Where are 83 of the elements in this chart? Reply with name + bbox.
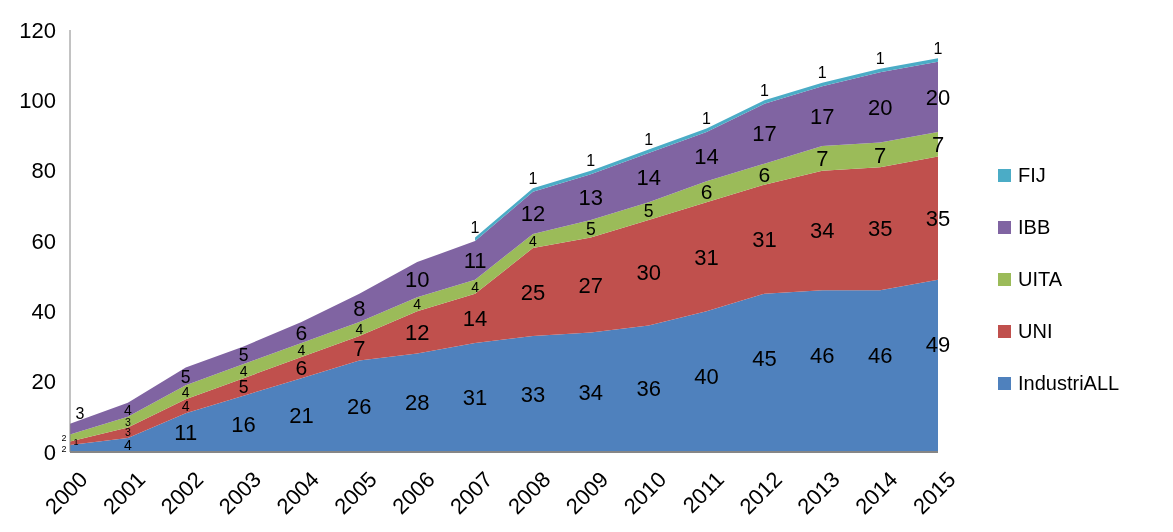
data-label: 3: [124, 415, 131, 428]
data-label: 11: [463, 248, 487, 274]
y-tick-label: 20: [31, 369, 56, 395]
data-label: 1: [73, 437, 79, 448]
legend-label: IBB: [1018, 216, 1051, 238]
data-label: 46: [810, 342, 835, 368]
data-label: 1: [586, 152, 596, 170]
data-label: 4: [239, 363, 248, 380]
legend-label: FIJ: [1018, 164, 1046, 186]
data-label: 8: [353, 295, 366, 321]
data-label: 1: [470, 219, 480, 237]
data-label: 4: [355, 320, 364, 337]
data-label: 34: [810, 218, 835, 244]
data-label: 4: [181, 384, 190, 401]
data-label: 13: [578, 184, 604, 210]
data-label: 7: [353, 335, 366, 361]
data-label: 35: [867, 216, 893, 242]
data-label: 6: [295, 320, 308, 344]
data-label: 5: [238, 377, 249, 398]
data-label: 2: [61, 433, 67, 444]
data-label: 4: [123, 436, 132, 453]
data-label: 1: [759, 81, 769, 99]
y-tick-label: 120: [19, 17, 56, 43]
data-label: 31: [752, 226, 777, 252]
data-label: 1: [933, 39, 943, 57]
y-tick-label: 80: [31, 158, 56, 184]
data-label: 2: [61, 443, 67, 454]
data-label: 12: [404, 320, 430, 346]
data-label: 6: [295, 355, 308, 379]
data-label: 7: [931, 131, 945, 157]
data-label: 5: [585, 218, 596, 239]
data-label: 46: [867, 342, 893, 368]
legend-label: UITA: [1018, 268, 1063, 290]
data-label: 36: [636, 376, 661, 402]
data-label: 21: [289, 402, 314, 428]
data-label: 3: [124, 426, 131, 439]
data-label: 33: [520, 381, 546, 407]
data-label: 4: [123, 401, 132, 418]
data-label: 31: [694, 244, 719, 270]
data-label: 1: [528, 169, 538, 187]
data-label: 30: [636, 260, 661, 286]
legend-label: IndustriALL: [1018, 372, 1120, 394]
data-label: 4: [181, 398, 190, 415]
data-label: 17: [810, 103, 835, 129]
legend-label: UNI: [1018, 320, 1053, 342]
data-label: 5: [643, 201, 654, 222]
data-label: 4: [471, 278, 480, 295]
data-label: 45: [752, 346, 777, 372]
y-tick-label: 100: [19, 88, 56, 114]
data-label: 7: [874, 142, 887, 168]
data-label: 5: [238, 345, 249, 366]
data-label: 1: [817, 64, 827, 82]
data-label: 1: [702, 110, 712, 128]
data-label: 5: [180, 366, 191, 387]
data-label: 17: [752, 121, 777, 147]
data-label: 3: [75, 405, 85, 423]
data-label: 25: [520, 279, 546, 305]
data-label: 7: [816, 146, 829, 172]
data-label: 26: [347, 393, 372, 419]
data-label: 4: [529, 232, 538, 249]
data-label: 1: [875, 50, 885, 68]
data-label: 34: [578, 379, 604, 405]
data-label: 4: [297, 341, 306, 358]
y-tick-label: 0: [43, 439, 56, 465]
data-label: 31: [462, 385, 488, 411]
data-label: 16: [231, 411, 256, 437]
data-label: 14: [462, 306, 488, 332]
data-label: 40: [694, 364, 719, 390]
data-label: 20: [867, 95, 893, 121]
data-label: 6: [758, 162, 771, 186]
data-label: 12: [520, 200, 546, 226]
data-label: 14: [636, 165, 661, 191]
data-label: 27: [578, 272, 604, 298]
data-label: 6: [700, 180, 713, 204]
data-label: 4: [413, 296, 422, 313]
data-label: 1: [644, 131, 654, 149]
data-label: 11: [174, 420, 198, 446]
data-label: 14: [694, 144, 719, 170]
data-label: 28: [404, 390, 430, 416]
data-label: 10: [404, 267, 430, 293]
y-tick-label: 60: [31, 228, 56, 254]
y-tick-label: 40: [31, 299, 56, 325]
data-label: 35: [925, 205, 951, 231]
